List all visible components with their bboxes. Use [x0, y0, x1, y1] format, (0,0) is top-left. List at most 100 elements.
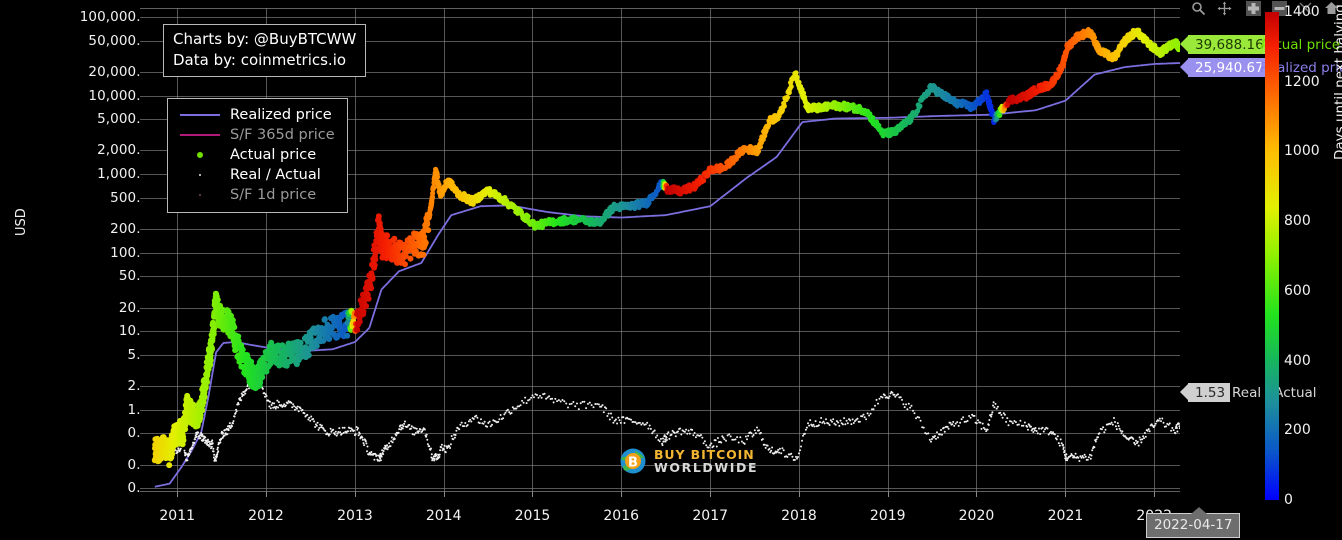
- gridline-horizontal: [140, 119, 1180, 121]
- legend-label: S/F 1d price: [230, 187, 317, 203]
- gridline-horizontal: [140, 252, 1180, 254]
- colorbar: [1265, 12, 1279, 500]
- legend-item-1[interactable]: S/F 365d price: [176, 125, 335, 145]
- gridline-horizontal: [140, 71, 1180, 73]
- legend-key-icon: [176, 134, 224, 136]
- x-tick-label: 2017: [692, 508, 729, 524]
- plot-area[interactable]: Charts by: @BuyBTCWW Data by: coinmetric…: [140, 8, 1180, 492]
- gridline-vertical: [265, 8, 267, 492]
- watermark-line-2: WORLDWIDE: [654, 460, 759, 475]
- callout-actual-price: 39,688.16: [1180, 35, 1269, 54]
- callout-arrow: [1180, 58, 1189, 76]
- legend-key-icon: [176, 152, 224, 158]
- realized-price-line: [154, 62, 1180, 488]
- gridline-vertical: [976, 8, 978, 492]
- gridline-horizontal: [140, 40, 1180, 42]
- x-tick-label: 2015: [514, 508, 551, 524]
- x-tick-mark: [976, 492, 978, 497]
- legend-item-2[interactable]: Actual price: [176, 145, 335, 165]
- gridline-horizontal: [140, 433, 1180, 435]
- series-canvas: [151, 27, 1180, 488]
- gridline-horizontal: [140, 409, 1180, 411]
- configure-subplots-icon[interactable]: [1246, 1, 1261, 16]
- callout-arrow: [1180, 383, 1189, 401]
- colorbar-tick-label: 1200: [1284, 73, 1320, 90]
- gridline-vertical: [354, 8, 356, 492]
- colorbar-tick-label: 400: [1284, 352, 1311, 369]
- credit-box: Charts by: @BuyBTCWW Data by: coinmetric…: [163, 24, 367, 77]
- credit-line-1: Charts by: @BuyBTCWW: [173, 30, 357, 48]
- callout-realized-price: 25,940.67: [1180, 58, 1269, 77]
- legend-key-icon: [176, 193, 224, 197]
- matplotlib-toolbar: [1185, 0, 1342, 18]
- x-tick-mark: [265, 492, 267, 497]
- colorbar-tick-label: 200: [1284, 422, 1311, 439]
- x-tick-mark: [443, 492, 445, 497]
- gridline-horizontal: [140, 354, 1180, 356]
- zoom-icon[interactable]: [1191, 1, 1206, 16]
- gridline-vertical: [710, 8, 712, 492]
- gridline-horizontal: [140, 150, 1180, 152]
- x-tick-label: 2014: [425, 508, 462, 524]
- gridline-horizontal: [140, 331, 1180, 333]
- gridline-vertical: [443, 8, 445, 492]
- x-tick-mark: [710, 492, 712, 497]
- legend-label: S/F 365d price: [230, 127, 335, 143]
- legend-item-4[interactable]: S/F 1d price: [176, 185, 335, 205]
- x-tick-mark: [1065, 492, 1067, 497]
- gridline-vertical: [887, 8, 889, 492]
- gridline-horizontal: [140, 386, 1180, 388]
- actual-price-value: 39,688.16: [1195, 36, 1264, 53]
- credit-line-2: Data by: coinmetrics.io: [173, 51, 347, 69]
- legend-label: Actual price: [230, 147, 317, 163]
- gridline-vertical: [177, 8, 179, 492]
- x-tick-mark: [532, 492, 534, 497]
- x-tick-label: 2019: [869, 508, 906, 524]
- home-icon[interactable]: [1324, 1, 1339, 16]
- x-tick-mark: [1154, 492, 1156, 497]
- gridline-horizontal: [140, 488, 1180, 490]
- x-tick-mark: [177, 492, 179, 497]
- gridline-vertical: [1065, 8, 1067, 492]
- gridline-horizontal: [140, 464, 1180, 466]
- gridline-vertical: [621, 8, 623, 492]
- x-tick-label: 2020: [958, 508, 995, 524]
- x-tick-mark: [621, 492, 623, 497]
- legend-item-0[interactable]: Realized price: [176, 105, 335, 125]
- x-tick-label: 2016: [603, 508, 640, 524]
- actual-price-scatter: [151, 27, 1180, 469]
- x-tick-label: 2018: [781, 508, 817, 524]
- colorbar-tick-label: 0: [1284, 492, 1293, 508]
- gridline-vertical: [532, 8, 534, 492]
- gridline-horizontal: [140, 174, 1180, 176]
- x-tick-label: 2013: [337, 508, 373, 524]
- colorbar-tick-label: 600: [1284, 282, 1311, 299]
- axis-line: [140, 491, 1180, 492]
- y-axis-label: USD: [14, 208, 29, 236]
- callout-real-actual: 1.53: [1180, 383, 1231, 402]
- pan-icon[interactable]: [1217, 1, 1232, 16]
- colorbar-tick-label: 1000: [1284, 143, 1320, 160]
- gridline-horizontal: [140, 16, 1180, 18]
- legend-item-3[interactable]: Real / Actual: [176, 165, 335, 185]
- x-tick-mark: [887, 492, 889, 497]
- date-tooltip-value: 2022-04-17: [1154, 517, 1233, 533]
- legend-key-icon: [176, 114, 224, 116]
- x-tick-label: 2012: [248, 508, 284, 524]
- gridline-horizontal: [140, 276, 1180, 278]
- realized-price-value: 25,940.67: [1195, 59, 1264, 76]
- legend-box[interactable]: Realized price S/F 365d price Actual price…: [167, 98, 348, 213]
- watermark-line-1: BUY BITCOIN: [654, 447, 755, 462]
- x-tick-mark: [798, 492, 800, 497]
- svg-text:B: B: [628, 456, 638, 471]
- forward-icon[interactable]: [1298, 1, 1313, 16]
- legend-key-icon: [176, 173, 224, 177]
- y-tick-label: 100,000.00: [79, 8, 158, 25]
- x-tick-label: 2021: [1047, 508, 1084, 524]
- bitcoin-globe-icon: B: [620, 448, 646, 474]
- gridline-horizontal: [140, 307, 1180, 309]
- axis-line: [140, 8, 1180, 9]
- colorbar-tick-label: 1400: [1284, 4, 1320, 20]
- realized-price-label: Realized price: [1260, 60, 1342, 76]
